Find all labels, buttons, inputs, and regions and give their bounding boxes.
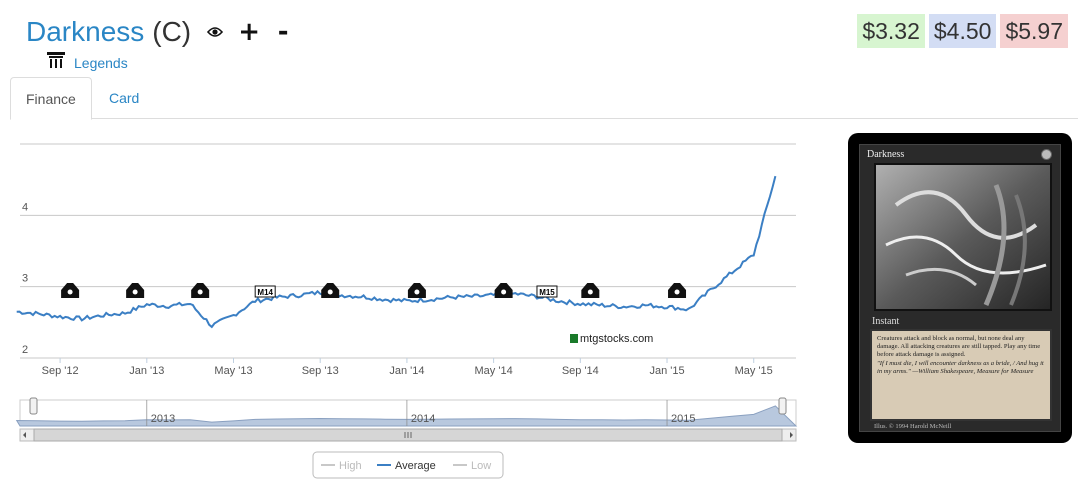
legend-item-high[interactable]: High bbox=[339, 460, 362, 472]
y-tick-label: 3 bbox=[22, 273, 28, 285]
tab-bar: Finance Card bbox=[10, 77, 1078, 120]
navigator-handle-left[interactable] bbox=[29, 397, 38, 415]
svg-text:M14: M14 bbox=[257, 288, 273, 297]
gtc-set-icon[interactable] bbox=[191, 283, 210, 298]
scroll-right-icon[interactable] bbox=[790, 432, 793, 438]
price-high: $5.97 bbox=[1000, 14, 1068, 48]
y-tick-label: 4 bbox=[22, 201, 28, 213]
set-name-link[interactable]: Legends bbox=[74, 54, 128, 71]
x-tick-label: May '13 bbox=[214, 365, 252, 377]
card-artist: Illus. © 1994 Harold McNeill bbox=[874, 423, 952, 430]
x-tick-label: Jan '13 bbox=[129, 365, 164, 377]
tab-finance[interactable]: Finance bbox=[10, 77, 92, 120]
jou-set-icon[interactable] bbox=[494, 283, 513, 298]
mana-symbol-icon bbox=[1041, 149, 1052, 160]
x-tick-label: Sep '14 bbox=[562, 365, 599, 377]
legend-item-average[interactable]: Average bbox=[395, 460, 436, 472]
card-image-type: Instant bbox=[872, 316, 900, 327]
card-image-title: Darkness bbox=[867, 149, 905, 160]
minus-icon[interactable]: - bbox=[277, 17, 289, 47]
card-inner: Darkness Instant Creatu bbox=[859, 144, 1061, 432]
card-rules-text: Creatures attack and block as normal, bu… bbox=[877, 335, 1041, 358]
price-chart[interactable]: 2 3 4 Sep '12 Jan '13 May '13 Sep '13 Jan '14 Ma… bbox=[0, 120, 820, 490]
navigator-year-label: 2013 bbox=[151, 413, 175, 425]
x-tick-label: Jan '15 bbox=[649, 365, 684, 377]
card-image-textbox: Creatures attack and block as normal, bu… bbox=[870, 329, 1052, 421]
bng-set-icon[interactable] bbox=[407, 283, 426, 298]
card-name: Darkness bbox=[26, 16, 145, 47]
x-tick-label: May '14 bbox=[475, 365, 513, 377]
price-average: $4.50 bbox=[928, 14, 997, 48]
mtgstocks-watermark: mtgstocks.com bbox=[580, 333, 653, 345]
tab-card[interactable]: Card bbox=[109, 90, 140, 106]
navigator-handle-right[interactable] bbox=[778, 397, 787, 415]
scroll-left-icon[interactable] bbox=[23, 432, 26, 438]
svg-text:M15: M15 bbox=[539, 288, 555, 297]
m13-set-icon[interactable] bbox=[61, 283, 80, 298]
chart-legend bbox=[312, 451, 504, 479]
x-tick-label: Sep '13 bbox=[302, 365, 339, 377]
price-badges: $3.32 $4.50 $5.97 bbox=[857, 14, 1068, 48]
m14-set-icon[interactable]: M14 bbox=[254, 285, 276, 298]
card-artwork bbox=[874, 163, 1052, 311]
x-tick-label: Jan '14 bbox=[389, 365, 424, 377]
mtgstocks-logo-icon bbox=[570, 334, 578, 343]
ths-set-icon[interactable] bbox=[321, 283, 340, 298]
frf-set-icon[interactable] bbox=[668, 283, 687, 298]
plus-icon[interactable]: + bbox=[238, 17, 261, 47]
x-tick-label: Sep '12 bbox=[42, 365, 79, 377]
eye-icon[interactable] bbox=[205, 22, 225, 42]
scrollbar-grip-icon bbox=[404, 432, 412, 438]
average-series-line bbox=[16, 175, 777, 329]
m15-set-icon[interactable]: M15 bbox=[536, 285, 558, 298]
legend-item-low[interactable]: Low bbox=[471, 460, 491, 472]
navigator-year-label: 2014 bbox=[411, 413, 435, 425]
card-image: Darkness Instant Creatu bbox=[848, 133, 1072, 443]
y-tick-label: 2 bbox=[22, 344, 28, 356]
card-title-row: Darkness (C) + - bbox=[26, 10, 293, 54]
legends-set-icon bbox=[46, 50, 66, 75]
rtr-set-icon[interactable] bbox=[126, 283, 145, 298]
set-row: Legends bbox=[46, 50, 128, 75]
card-rarity: (C) bbox=[152, 16, 192, 47]
ktk-set-icon[interactable] bbox=[581, 283, 600, 298]
price-low: $3.32 bbox=[857, 14, 925, 48]
navigator-year-label: 2015 bbox=[671, 413, 695, 425]
x-tick-label: May '15 bbox=[735, 365, 773, 377]
card-flavor-text: "If I must die, I will encounter darknes… bbox=[877, 360, 1044, 375]
